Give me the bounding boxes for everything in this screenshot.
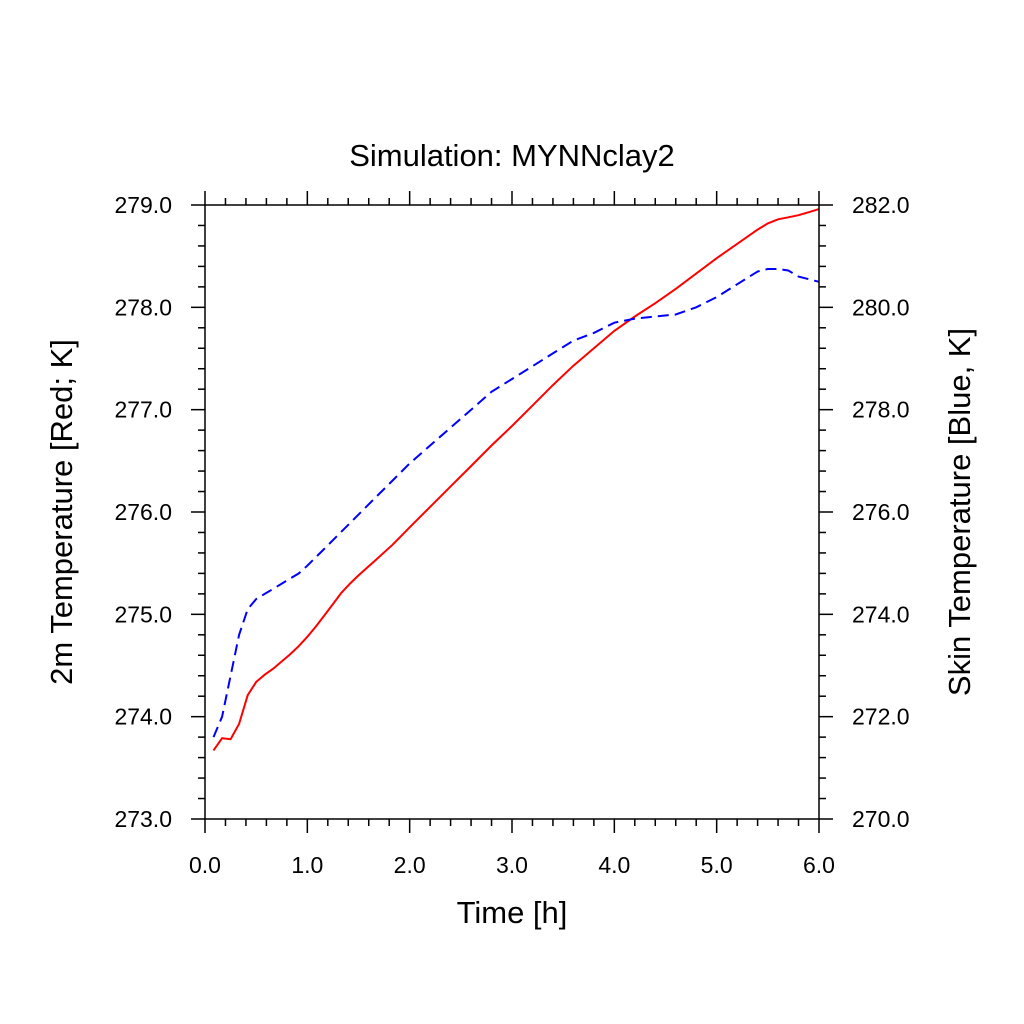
plot-frame bbox=[204, 204, 820, 820]
x-tick-label: 5.0 bbox=[701, 852, 733, 878]
y-right-tick-label: 280.0 bbox=[852, 294, 910, 320]
y-left-tick-label: 275.0 bbox=[114, 601, 172, 627]
x-tick-label: 3.0 bbox=[496, 852, 528, 878]
x-tick-label: 1.0 bbox=[291, 852, 323, 878]
y-right-tick-label: 270.0 bbox=[852, 806, 910, 832]
y-left-tick-label: 273.0 bbox=[114, 806, 172, 832]
axis-ticks bbox=[191, 191, 833, 833]
y-right-tick-label: 278.0 bbox=[852, 397, 910, 423]
y-left-tick-label: 279.0 bbox=[114, 192, 172, 218]
x-tick-label: 6.0 bbox=[803, 852, 835, 878]
y-axis-right-title: Skin Temperature [Blue, K] bbox=[942, 328, 977, 696]
series-line-skin-temperature bbox=[212, 268, 820, 738]
x-axis-title: Time [h] bbox=[457, 895, 568, 930]
y-left-tick-label: 277.0 bbox=[114, 397, 172, 423]
y-left-tick-label: 278.0 bbox=[114, 294, 172, 320]
y-right-tick-label: 276.0 bbox=[852, 499, 910, 525]
y-left-tick-label: 276.0 bbox=[114, 499, 172, 525]
y-right-tick-label: 282.0 bbox=[852, 192, 910, 218]
x-tick-label: 0.0 bbox=[189, 852, 221, 878]
chart-title: Simulation: MYNNclay2 bbox=[349, 138, 675, 173]
x-tick-label: 2.0 bbox=[394, 852, 426, 878]
series-line-2m-temperature bbox=[212, 208, 820, 751]
y-axis-left-title: 2m Temperature [Red; K] bbox=[44, 339, 79, 685]
tick-labels: 0.0 1.0 2.0 3.0 4.0 5.0 6.0 273.0 274.0 275.0 276.… bbox=[114, 192, 909, 878]
y-right-tick-label: 274.0 bbox=[852, 601, 910, 627]
x-tick-label: 4.0 bbox=[598, 852, 630, 878]
y-right-tick-label: 272.0 bbox=[852, 704, 910, 730]
y-left-tick-label: 274.0 bbox=[114, 704, 172, 730]
series-layer bbox=[212, 208, 820, 751]
